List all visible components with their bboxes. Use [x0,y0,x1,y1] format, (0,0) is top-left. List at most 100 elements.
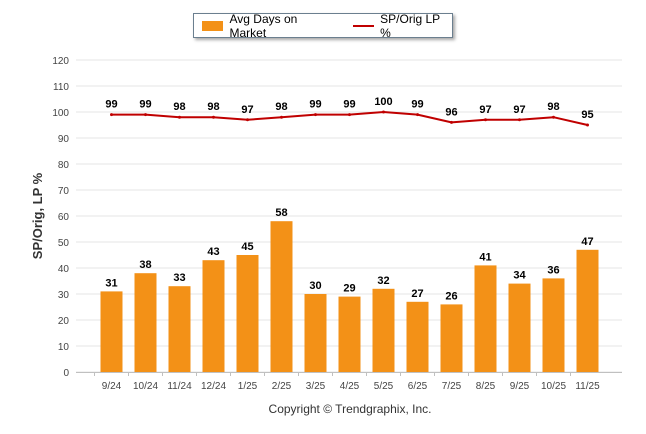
x-tick-label: 11/25 [575,381,600,392]
bar-value-label: 29 [343,283,355,295]
x-tick-label: 2/25 [272,381,292,392]
bar-value-label: 33 [173,272,185,284]
bar-8/25[interactable] [474,265,497,372]
line-point-11/24[interactable] [178,115,181,119]
bar-series [100,221,599,372]
x-tick-label: 5/25 [374,381,394,392]
line-point-2/25[interactable] [280,115,283,119]
line-point-12/24[interactable] [212,115,215,119]
x-axis-ticks: 9/24 10/24 11/24 12/24 1/25 2/25 3/25 4/25 5/25 6… [94,372,600,392]
y-tick-label: 80 [58,160,70,171]
line-value-label: 95 [581,109,593,121]
line-value-label: 98 [173,101,185,113]
bar-2/25[interactable] [270,221,293,372]
line-value-label: 99 [105,99,117,111]
y-tick-label: 30 [58,290,70,301]
line-value-label: 97 [513,104,525,116]
y-tick-label: 100 [52,108,69,119]
bar-value-label: 27 [411,288,423,300]
legend-bar-label: Avg Days on Market [229,11,298,40]
line-point-10/24[interactable] [144,113,147,117]
line-value-label: 99 [343,99,355,111]
x-tick-label: 6/25 [408,381,428,392]
line-value-label: 97 [241,104,253,116]
x-tick-label: 9/25 [510,381,530,392]
legend-line-swatch [352,24,375,27]
bar-value-label: 47 [581,236,593,248]
x-tick-label: 4/25 [340,381,360,392]
bar-9/25[interactable] [508,283,531,372]
line-value-label: 96 [445,106,457,118]
bar-9/24[interactable] [100,291,123,372]
line-point-10/25[interactable] [552,115,555,119]
y-tick-label: 50 [58,238,70,249]
bar-value-label: 38 [139,259,151,271]
bar-value-label: 31 [105,277,117,289]
line-point-4/25[interactable] [348,113,351,117]
bar-value-label: 36 [547,264,559,276]
bar-7/25[interactable] [440,304,463,372]
line-point-8/25[interactable] [484,118,487,122]
line-value-label: 99 [139,99,151,111]
line-value-label: 98 [547,101,559,113]
bar-6/25[interactable] [406,301,429,372]
x-tick-label: 7/25 [442,381,462,392]
legend: Avg Days on Market SP/Orig LP % [193,12,453,40]
bar-value-label: 32 [377,275,389,287]
legend-line-label: SP/Orig LP % [380,11,440,40]
line-value-label: 100 [374,96,392,108]
x-tick-label: 10/24 [133,381,158,392]
line-value-label: 98 [275,101,287,113]
bar-value-label: 34 [513,270,526,282]
y-tick-label: 90 [58,134,70,145]
bar-11/25[interactable] [576,249,599,372]
line-point-9/25[interactable] [518,118,521,122]
line-point-3/25[interactable] [314,113,317,117]
line-value-label: 97 [479,104,491,116]
line-point-11/25[interactable] [586,123,589,127]
y-tick-label: 0 [63,368,69,379]
bar-value-label: 45 [241,241,253,253]
line-value-label: 99 [411,99,423,111]
copyright-text: Copyright © Trendgraphix, Inc. [268,402,432,416]
legend-bar-swatch [202,20,224,31]
x-tick-label: 11/24 [167,381,192,392]
y-tick-label: 10 [58,342,70,353]
bar-value-label: 43 [207,246,219,258]
legend-item-line[interactable]: SP/Orig LP % [335,12,452,40]
x-tick-label: 1/25 [238,381,258,392]
bar-value-label: 58 [275,207,287,219]
y-axis-title: SP/Orig, LP % [30,172,45,259]
x-tick-label: 10/25 [541,381,566,392]
bar-10/24[interactable] [134,273,157,372]
line-point-5/25[interactable] [382,110,385,114]
bar-11/24[interactable] [168,286,191,372]
bar-5/25[interactable] [372,288,395,372]
bar-value-label: 30 [309,280,321,292]
y-tick-label: 60 [58,212,70,223]
y-tick-label: 20 [58,316,70,327]
bar-1/25[interactable] [236,255,259,372]
x-tick-label: 8/25 [476,381,496,392]
bar-10/25[interactable] [542,278,565,372]
bar-value-label: 26 [445,290,457,302]
line-point-6/25[interactable] [416,113,419,117]
y-tick-label: 40 [58,264,70,275]
bar-12/24[interactable] [202,260,225,372]
data-labels: 31 38 33 43 45 58 30 29 32 27 26 41 34 36 47 99 99 98 98 97… [105,96,593,302]
line-point-9/24[interactable] [110,113,113,117]
bar-3/25[interactable] [304,294,327,372]
line-value-label: 98 [207,101,219,113]
gridlines [76,59,622,373]
legend-item-bar[interactable]: Avg Days on Market [194,12,335,40]
line-point-1/25[interactable] [246,118,249,122]
line-series [110,110,589,127]
y-tick-label: 120 [52,56,69,67]
x-tick-label: 9/24 [102,381,122,392]
bar-value-label: 41 [479,251,491,263]
bar-4/25[interactable] [338,296,361,372]
line-point-7/25[interactable] [450,120,453,124]
x-tick-label: 3/25 [306,381,326,392]
y-tick-label: 70 [58,186,70,197]
